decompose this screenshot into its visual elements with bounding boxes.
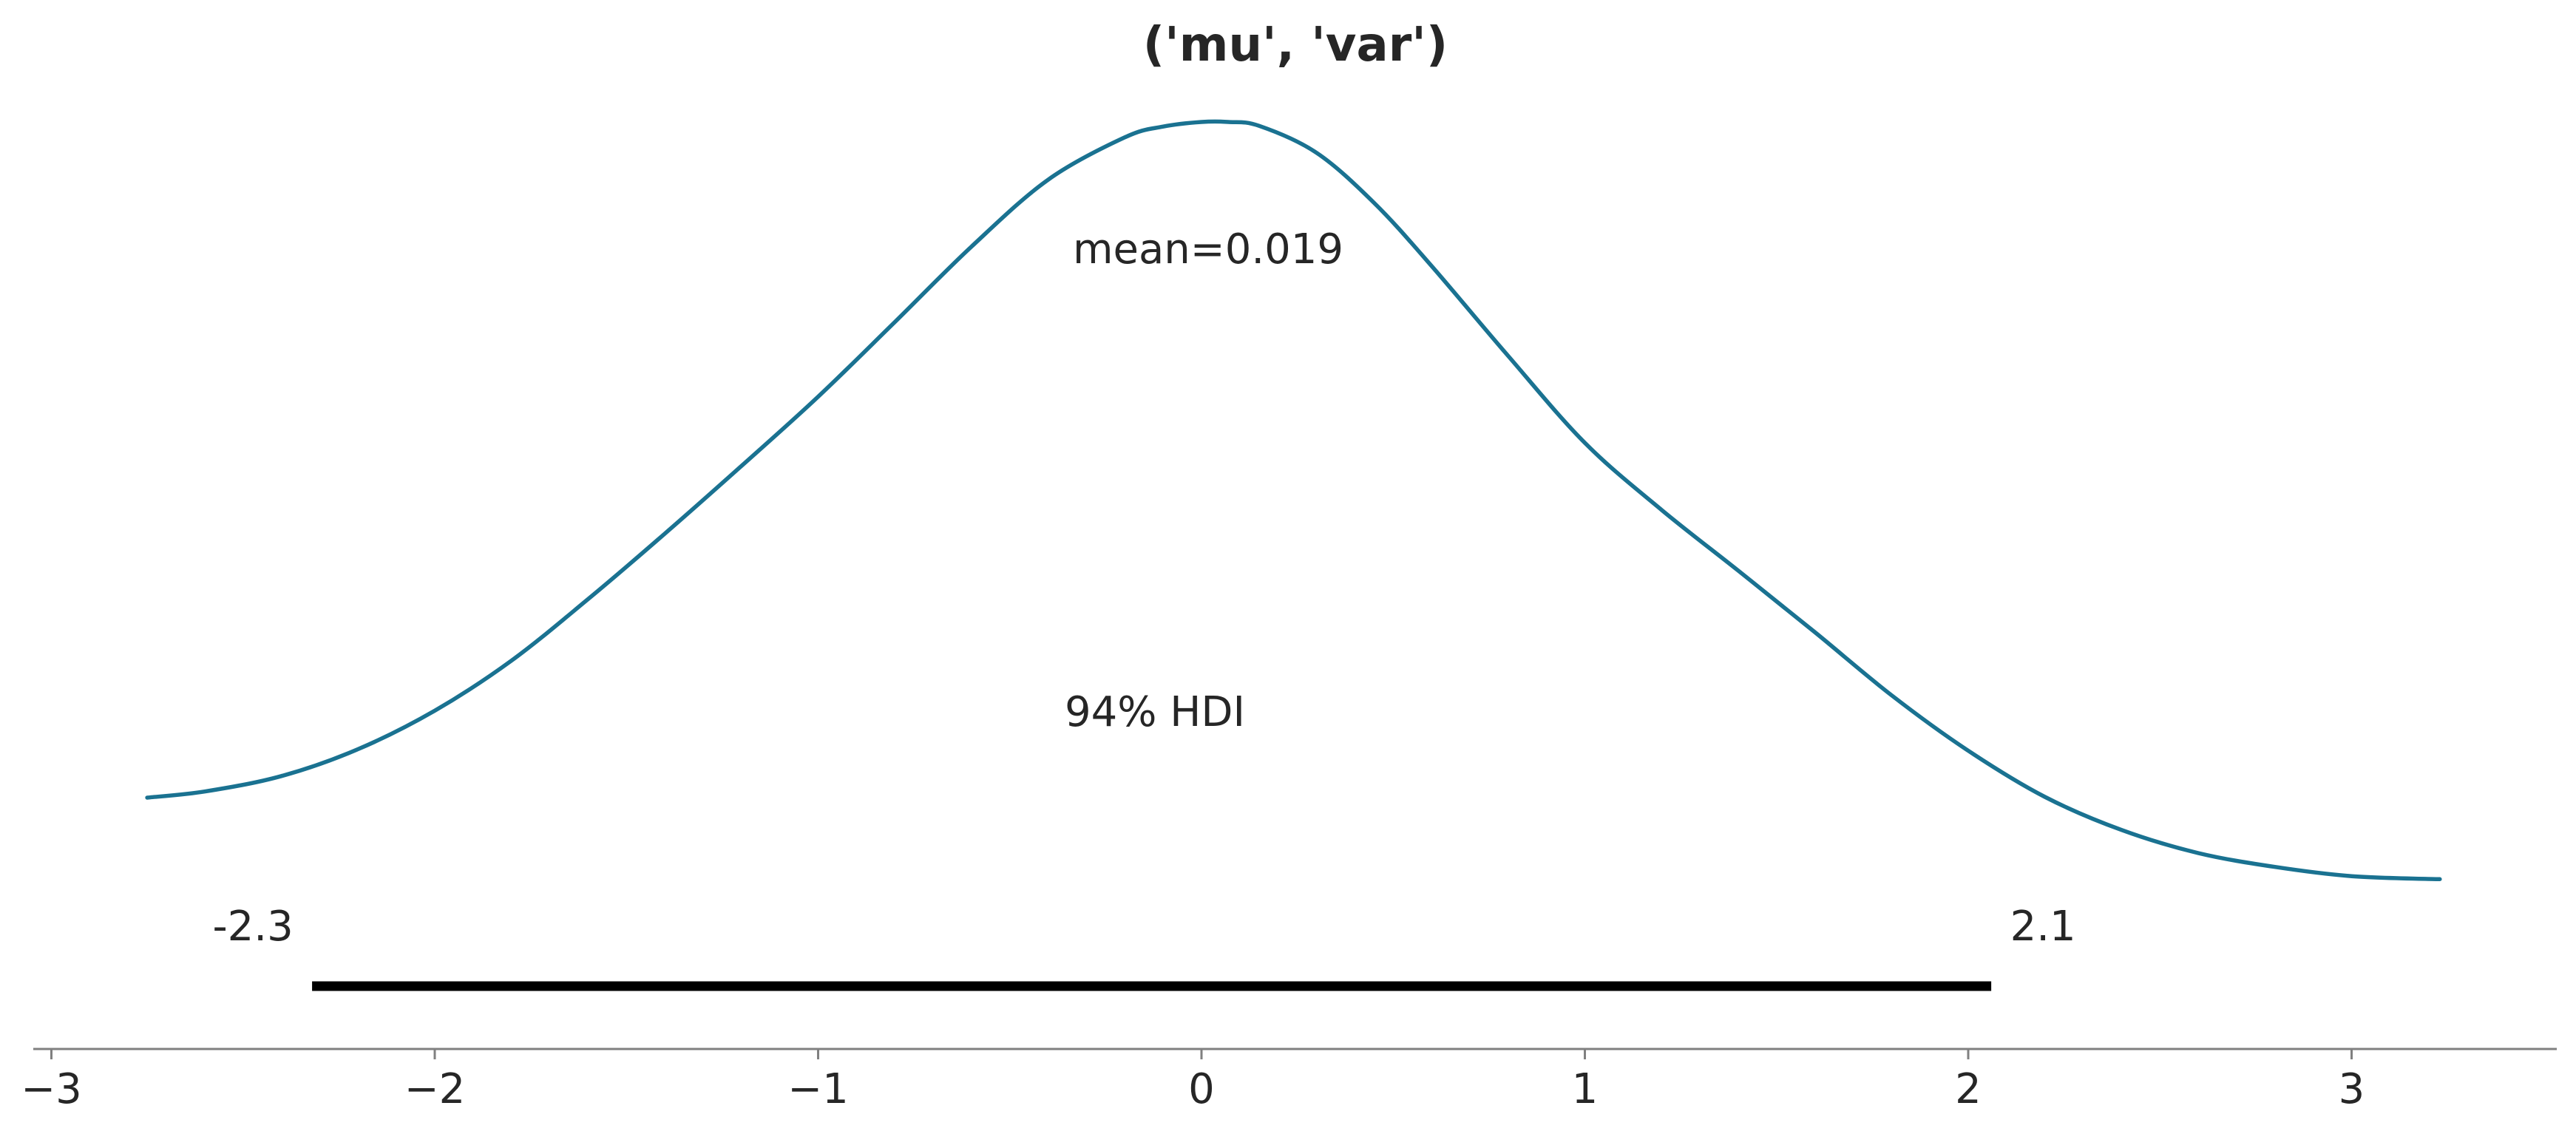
x-tick-label: −2 [404, 1065, 466, 1113]
mean-label: mean=0.019 [1073, 225, 1343, 274]
x-tick-label: 0 [1188, 1065, 1215, 1113]
posterior-density-line [145, 119, 2442, 882]
x-tick-label: 1 [1572, 1065, 1599, 1113]
x-tick-label: 3 [2339, 1065, 2365, 1113]
chart-title: ('mu', 'var') [1143, 18, 1448, 72]
x-tick-label: −3 [21, 1065, 82, 1113]
x-tick-label: −1 [787, 1065, 849, 1113]
hdi-lower-label: -2.3 [212, 903, 293, 951]
x-tick-label: 2 [1955, 1065, 1982, 1113]
x-axis-ticks: −3 −2 −1 0 1 2 3 [21, 1049, 2365, 1113]
hdi-label: 94% HDI [1065, 688, 1245, 736]
hdi-upper-label: 2.1 [2010, 903, 2076, 951]
